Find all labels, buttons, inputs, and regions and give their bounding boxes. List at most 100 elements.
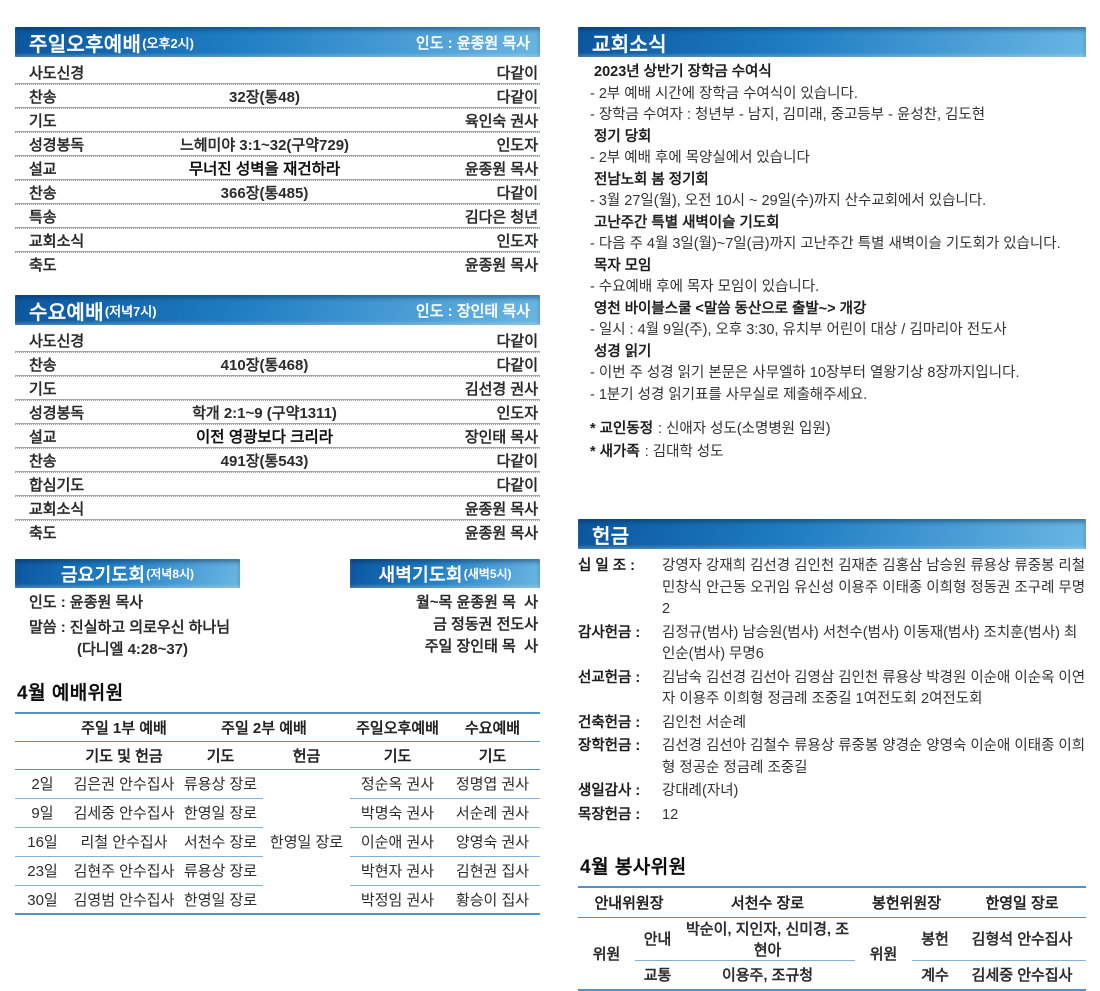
row-divider: [15, 495, 540, 497]
afternoon-cell: 정순옥 권사: [350, 769, 445, 799]
date-cell: 16일: [15, 827, 70, 857]
section-header-offering: 헌금: [578, 519, 1086, 549]
offering-item: 십 일 조 : 강영자 강재희 김선경 김인천 김재춘 김홍삼 남승원 류용상 류…: [578, 556, 1086, 621]
col-header: 주일 2부 예배: [178, 713, 350, 742]
order-item: 기도: [29, 112, 57, 130]
order-person: 다같이: [496, 64, 538, 82]
dawn-prayer-friday: 금 정동권 전도사: [433, 616, 538, 633]
offering-label: 장학헌금 :: [578, 738, 641, 754]
role-label: 안내: [635, 917, 681, 961]
offering-item: 생일감사 : 강대례(자녀): [578, 781, 1086, 803]
news-heading: 목자 모임: [594, 257, 652, 274]
friday-prayer-message: 말씀 : 진실하고 의로우신 하나님: [29, 619, 231, 636]
sermon-title: 이전 영광보다 크리라: [196, 429, 333, 446]
members-row-1: 위원 안내 박순이, 지인자, 신미경, 조현아 위원 봉헌 김형석 안수집사: [578, 917, 1087, 963]
offering-names: 김정규(범사) 남승원(범사) 서천수(범사) 이동재(범사) 조치훈(범사) …: [662, 624, 1078, 663]
row-divider: [15, 203, 540, 205]
news-item: 성경 읽기 - 이번 주 성경 읽기 본문은 사무엘하 10장부터 열왕기상 8…: [578, 342, 1086, 407]
wednesday-cell: 양영숙 권사: [445, 827, 540, 857]
date-cell: 2일: [15, 769, 70, 799]
row-divider: [15, 131, 540, 133]
order-person: 다같이: [496, 88, 538, 106]
offering-names: 김남숙 김선경 김선아 김영삼 김인천 류용상 박경원 이순애 이순옥 이연자 …: [662, 669, 1086, 708]
order-person: 다같이: [496, 356, 538, 374]
offering-item: 선교헌금 : 김남숙 김선경 김선아 김영삼 김인천 류용상 박경원 이순애 이순…: [578, 668, 1086, 711]
offering-item: 목장헌금 : 12: [578, 805, 1086, 827]
section-time: (저녁8시): [146, 567, 195, 581]
col-subheader: 기도: [350, 741, 445, 770]
offering-label: 십 일 조 :: [578, 558, 635, 574]
order-item: 축도: [29, 256, 57, 274]
new-family-note: * 새가족: 김대학 성도: [590, 441, 1086, 464]
afternoon-cell: 박현자 권사: [350, 856, 445, 886]
news-line: - 이번 주 성경 읽기 본문은 사무엘하 10장부터 열왕기상 8장까지입니다…: [590, 365, 1020, 381]
col-header: 주일오후예배: [350, 713, 445, 742]
worship-row: 축도 윤종원 목사: [15, 521, 540, 543]
worship-row: 성경봉독 학개 2:1~9 (구약1311) 인도자: [15, 401, 540, 423]
order-person: 육인숙 권사: [464, 112, 538, 130]
usher-chair-name: 서천수 장로: [680, 887, 856, 918]
note-label: * 새가족: [590, 444, 640, 460]
offering-label: 선교헌금 :: [578, 669, 641, 686]
order-person: 윤종원 목사: [464, 160, 538, 178]
header-row-services: 주일 1부 예배 주일 2부 예배 주일오후예배 수요예배: [15, 713, 540, 742]
news-heading: 고난주간 특별 새벽이슬 기도회: [594, 214, 780, 231]
worship-row: 찬송 366장(통485) 다같이: [15, 181, 540, 203]
order-person: 김선경 권사: [464, 380, 538, 398]
wednesday-cell: 황승이 집사: [455, 891, 530, 909]
sermon-title: 무너진 성벽을 재건하라: [188, 161, 341, 178]
order-person: 다같이: [496, 476, 538, 494]
worship-committee-title: 4월 예배위원: [17, 683, 124, 704]
worship-row-sermon: 설교 무너진 성벽을 재건하라 윤종원 목사: [15, 157, 540, 179]
second-service-cell: 서천수 장로: [178, 827, 263, 857]
worship-row: 찬송 410장(통468) 다같이: [15, 353, 540, 375]
role-label: 교통: [643, 967, 672, 985]
order-item: 기도: [29, 380, 57, 398]
worship-row: 기도 김선경 권사: [15, 377, 540, 399]
first-service-cell: 리철 안수집사: [70, 827, 178, 857]
members-group-label: 위원: [869, 945, 898, 963]
news-item: 정기 당회 - 2부 예배 후에 목양실에서 있습니다: [578, 127, 1086, 170]
news-line: - 1분기 성경 읽기표를 사무실로 제출해주세요.: [590, 386, 868, 403]
news-line: - 일시 : 4월 9일(주), 오후 3:30, 유치부 어린이 대상 / 김…: [590, 322, 1007, 338]
order-item: 특송: [29, 208, 57, 226]
section-leader: 인도 : 장인태 목사: [415, 302, 530, 320]
worship-row: 사도신경 다같이: [15, 61, 540, 83]
order-detail: 410장(통468): [220, 356, 309, 374]
row-divider: [15, 155, 540, 157]
afternoon-cell: 박정임 권사: [360, 891, 435, 909]
blank-cell: [15, 741, 70, 770]
service-committee-title: 4월 봉사위원: [580, 857, 687, 878]
role-label: 봉헌: [912, 917, 959, 961]
date-cell: 23일: [15, 856, 70, 886]
section-church-news: 교회소식 2023년 상반기 장학금 수여식 - 2부 예배 시간에 장학금 수…: [578, 27, 1086, 464]
worship-row: 교회소식 윤종원 목사: [15, 497, 540, 519]
offering-list: 십 일 조 : 강영자 강재희 김선경 김인천 김재춘 김홍삼 남승원 류용상 류…: [578, 556, 1086, 826]
offering-chair-label: 봉헌위원장: [855, 887, 959, 918]
offering-names: 12: [662, 806, 679, 823]
news-notes: * 교인동정: 신애자 성도(소명병원 입원) * 새가족: 김대학 성도: [590, 418, 1086, 464]
row-divider: [15, 107, 540, 109]
row-divider: [15, 399, 540, 401]
order-person: 인도자: [496, 136, 538, 154]
offering-item: 감사헌금 : 김정규(범사) 남승원(범사) 서천수(범사) 이동재(범사) 조치…: [578, 623, 1086, 666]
news-line: - 2부 예배 후에 목양실에서 있습니다: [590, 150, 810, 166]
usher-chair-label: 안내위원장: [578, 887, 681, 918]
news-line: - 3월 27일(월), 오전 10시 ~ 29일(수)까지 산수교회에서 있습…: [590, 193, 987, 209]
worship-row-sermon: 설교 이전 영광보다 크리라 장인태 목사: [15, 425, 540, 447]
order-item: 성경봉독: [29, 136, 85, 154]
news-item: 목자 모임 - 수요예배 후에 목자 모임이 있습니다.: [578, 256, 1086, 299]
offering-names: 김인천 서순례: [662, 714, 747, 731]
section-header-dawn-prayer: 새벽기도회 (새벽5시): [350, 559, 540, 588]
worship-row: 교회소식 인도자: [15, 229, 540, 251]
offering-names: 강대례(자녀): [662, 783, 739, 799]
section-service-committee: 4월 봉사위원 안내위원장 서천수 장로 봉헌위원장 한영일 장로 위원 안내 …: [578, 852, 1087, 991]
blank-cell: [15, 713, 70, 742]
role-names: 이용주, 조규청: [721, 967, 814, 985]
row-divider: [15, 179, 540, 181]
service-committee-table: 안내위원장 서천수 장로 봉헌위원장 한영일 장로 위원 안내 박순이, 지인자…: [578, 886, 1087, 991]
chair-row: 안내위원장 서천수 장로 봉헌위원장 한영일 장로: [578, 887, 1087, 918]
date-cell: 9일: [15, 798, 70, 828]
date-cell: 30일: [27, 891, 58, 909]
row-divider: [15, 83, 540, 85]
